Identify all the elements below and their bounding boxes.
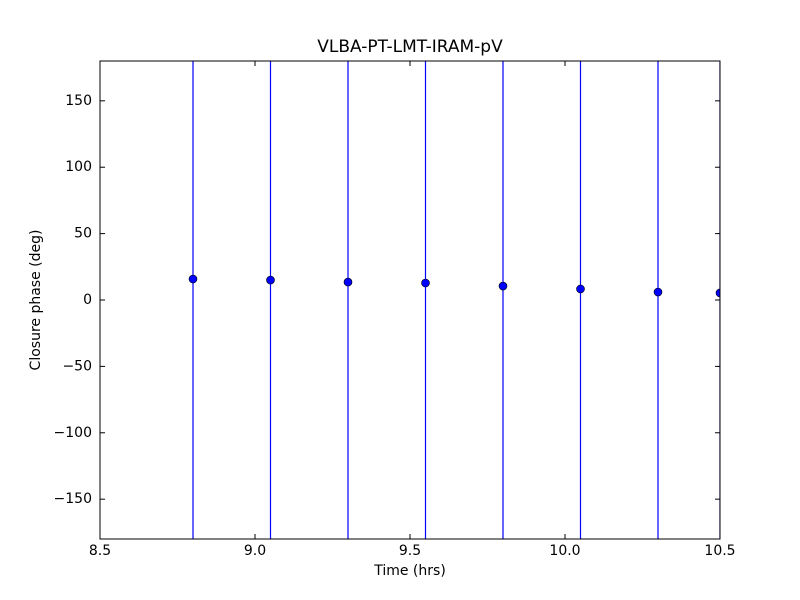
point [576,284,585,294]
point [653,287,663,297]
y-tick-label: 150 [65,93,92,109]
x-tick-label: 9.0 [244,543,266,559]
y-tick-label: 100 [65,159,92,175]
point [421,278,430,288]
point [188,274,198,284]
chart-title: VLBA-PT-LMT-IRAM-pV [317,37,503,57]
y-tick-label: −100 [54,425,92,441]
y-axis-label: Closure phase (deg) [28,230,44,371]
y-tick-label: −150 [54,491,92,507]
point [266,275,275,285]
y-tick-label: −50 [62,358,92,374]
x-tick-label: 10.0 [549,543,580,559]
x-tick-label: 10.5 [704,543,735,559]
point [498,281,508,291]
point [715,288,720,298]
point [343,277,353,287]
y-tick-label: 0 [83,292,92,308]
y-tick-label: 50 [74,226,92,242]
x-axis-label: Time (hrs) [373,563,446,579]
x-tick-label: 8.5 [89,543,111,559]
plot-area [188,61,720,539]
x-tick-label: 9.5 [399,543,421,559]
